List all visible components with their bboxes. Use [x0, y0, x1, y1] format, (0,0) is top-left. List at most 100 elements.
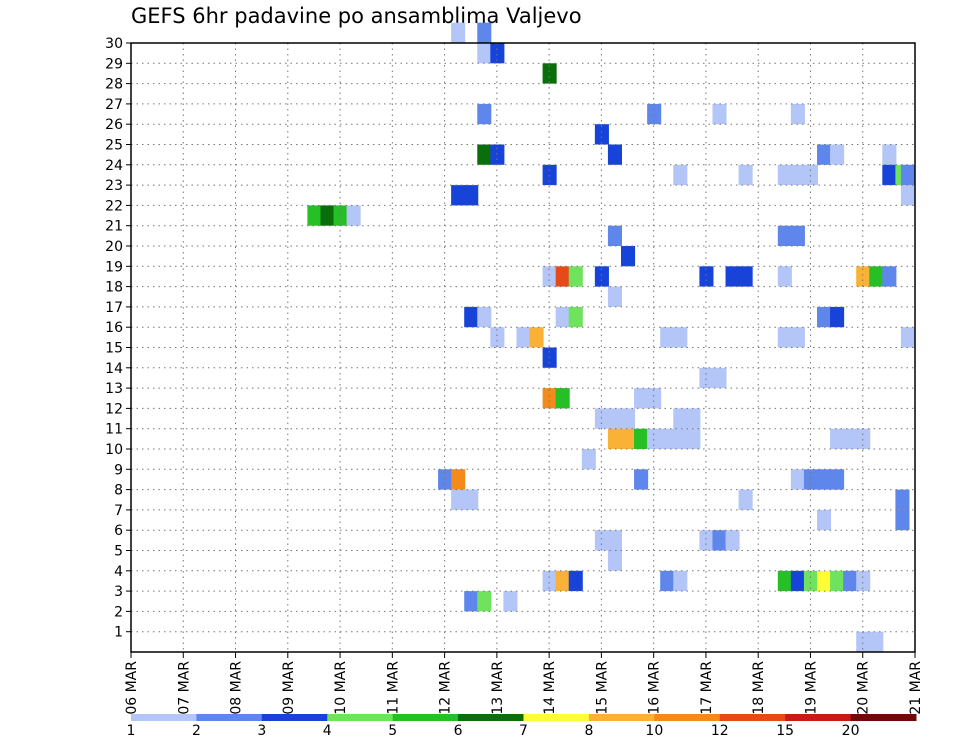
y-tick-label: 7 [114, 503, 123, 519]
heatmap-cell-41 [725, 266, 740, 287]
colorbar-label: 10 [645, 723, 663, 739]
y-tick-label: 16 [105, 320, 123, 336]
heatmap-cell-46 [882, 266, 897, 287]
heatmap-cell-26 [464, 185, 479, 206]
heatmap-cell-1 [477, 22, 492, 43]
heatmap-cell-55 [516, 327, 531, 348]
heatmap-cell-88 [790, 469, 805, 490]
x-tick-label: 16 MAR [647, 661, 663, 715]
heatmap-cell-45 [869, 266, 884, 287]
heatmap-cell-48 [464, 306, 479, 328]
heatmap-cell-81 [830, 428, 845, 449]
y-tick-label: 1 [114, 625, 123, 641]
y-tick-label: 14 [105, 361, 123, 377]
heatmap-cell-99 [607, 530, 622, 551]
colorbar-segment [327, 714, 394, 721]
y-tick-label: 17 [105, 300, 123, 316]
heatmap-cell-62 [542, 347, 557, 368]
y-tick-label: 26 [105, 117, 123, 133]
y-axis: 1234567891011121314151617181920212223242… [105, 36, 131, 641]
heatmap-cell-104 [542, 570, 557, 592]
heatmap-cell-83 [856, 428, 871, 449]
heatmap-cell-65 [542, 388, 557, 409]
y-tick-label: 11 [105, 422, 123, 438]
heatmap-cell-85 [438, 469, 453, 490]
heatmap-cell-51 [568, 306, 583, 328]
heatmap-cell-2 [477, 43, 492, 64]
heatmap-cell-102 [725, 530, 740, 551]
y-tick-label: 15 [105, 341, 123, 357]
x-tick-label: 21 MAR [908, 661, 924, 715]
y-tick-label: 18 [105, 280, 123, 296]
x-tick-label: 15 MAR [594, 661, 610, 715]
heatmap-cell-39 [594, 266, 609, 287]
heatmap-cell-61 [900, 327, 915, 348]
heatmap-cell-75 [621, 428, 636, 449]
heatmap-cell-28 [307, 205, 322, 226]
heatmap-cell-72 [673, 408, 688, 429]
y-tick-label: 25 [105, 138, 123, 154]
heatmap-cell-0 [451, 22, 466, 43]
x-tick-label: 08 MAR [229, 661, 245, 715]
heatmap-cell-31 [346, 205, 361, 226]
heatmap-cell-50 [555, 306, 570, 328]
heatmap-cell-103 [607, 550, 622, 571]
heatmap-cell-92 [451, 489, 466, 510]
y-tick-label: 27 [105, 97, 123, 113]
colorbar-label: 2 [192, 723, 201, 739]
heatmap-cell-37 [555, 266, 570, 287]
x-tick-label: 20 MAR [856, 661, 872, 715]
heatmap-cell-77 [647, 428, 662, 449]
heatmap-cell-93 [464, 489, 479, 510]
heatmap-cell-32 [607, 225, 622, 246]
x-tick-label: 09 MAR [281, 661, 297, 715]
heatmap-cell-13 [817, 144, 832, 165]
heatmap-cell-58 [673, 327, 688, 348]
colorbar-segment [523, 714, 590, 721]
y-tick-label: 19 [105, 259, 123, 275]
y-tick-label: 6 [114, 523, 123, 539]
y-tick-label: 30 [105, 36, 123, 52]
colorbar-label: 7 [519, 723, 528, 739]
heatmap-cell-42 [738, 266, 753, 287]
heatmap-cell-111 [803, 570, 818, 592]
colorbar-segment [719, 714, 786, 721]
heatmap-cell-53 [830, 306, 845, 328]
heatmap-cell-21 [803, 164, 818, 186]
heatmap-cell-119 [856, 631, 871, 652]
heatmap-cell-67 [634, 388, 649, 409]
heatmap-cell-82 [843, 428, 858, 449]
colorbar-segment [196, 714, 263, 721]
heatmap-cell-16 [542, 164, 557, 186]
y-tick-label: 12 [105, 401, 123, 417]
grid-lines [131, 42, 915, 652]
heatmap-cell-73 [686, 408, 701, 429]
heatmap-cell-34 [790, 225, 805, 246]
colorbar-label: 20 [842, 723, 860, 739]
y-tick-label: 5 [114, 544, 123, 560]
heatmap-cell-76 [634, 428, 649, 449]
heatmap-cell-60 [790, 327, 805, 348]
heatmap-cell-116 [464, 591, 479, 612]
heatmap-cell-22 [882, 164, 897, 186]
heatmap-cell-114 [843, 570, 858, 592]
heatmap-cell-98 [594, 530, 609, 551]
heatmap-cell-115 [856, 570, 871, 592]
y-tick-label: 23 [105, 178, 123, 194]
heatmap-cell-17 [673, 164, 688, 186]
colorbar-label: 8 [584, 723, 593, 739]
colorbar: 1 2 3 4 5 6 7 8 10 12 15 20 [127, 714, 917, 739]
heatmap-cell-70 [607, 408, 622, 429]
y-tick-label: 13 [105, 381, 123, 397]
heatmap-cell-40 [699, 266, 714, 287]
heatmap-cell-95 [895, 489, 910, 510]
heatmap-cell-20 [790, 164, 805, 186]
heatmap-cell-18 [738, 164, 753, 186]
heatmap-cell-15 [882, 144, 897, 165]
colorbar-label: 15 [776, 723, 794, 739]
x-tick-label: 17 MAR [699, 661, 715, 715]
y-tick-label: 3 [114, 584, 123, 600]
x-tick-label: 11 MAR [385, 661, 401, 715]
heatmap-cell-109 [777, 570, 792, 592]
